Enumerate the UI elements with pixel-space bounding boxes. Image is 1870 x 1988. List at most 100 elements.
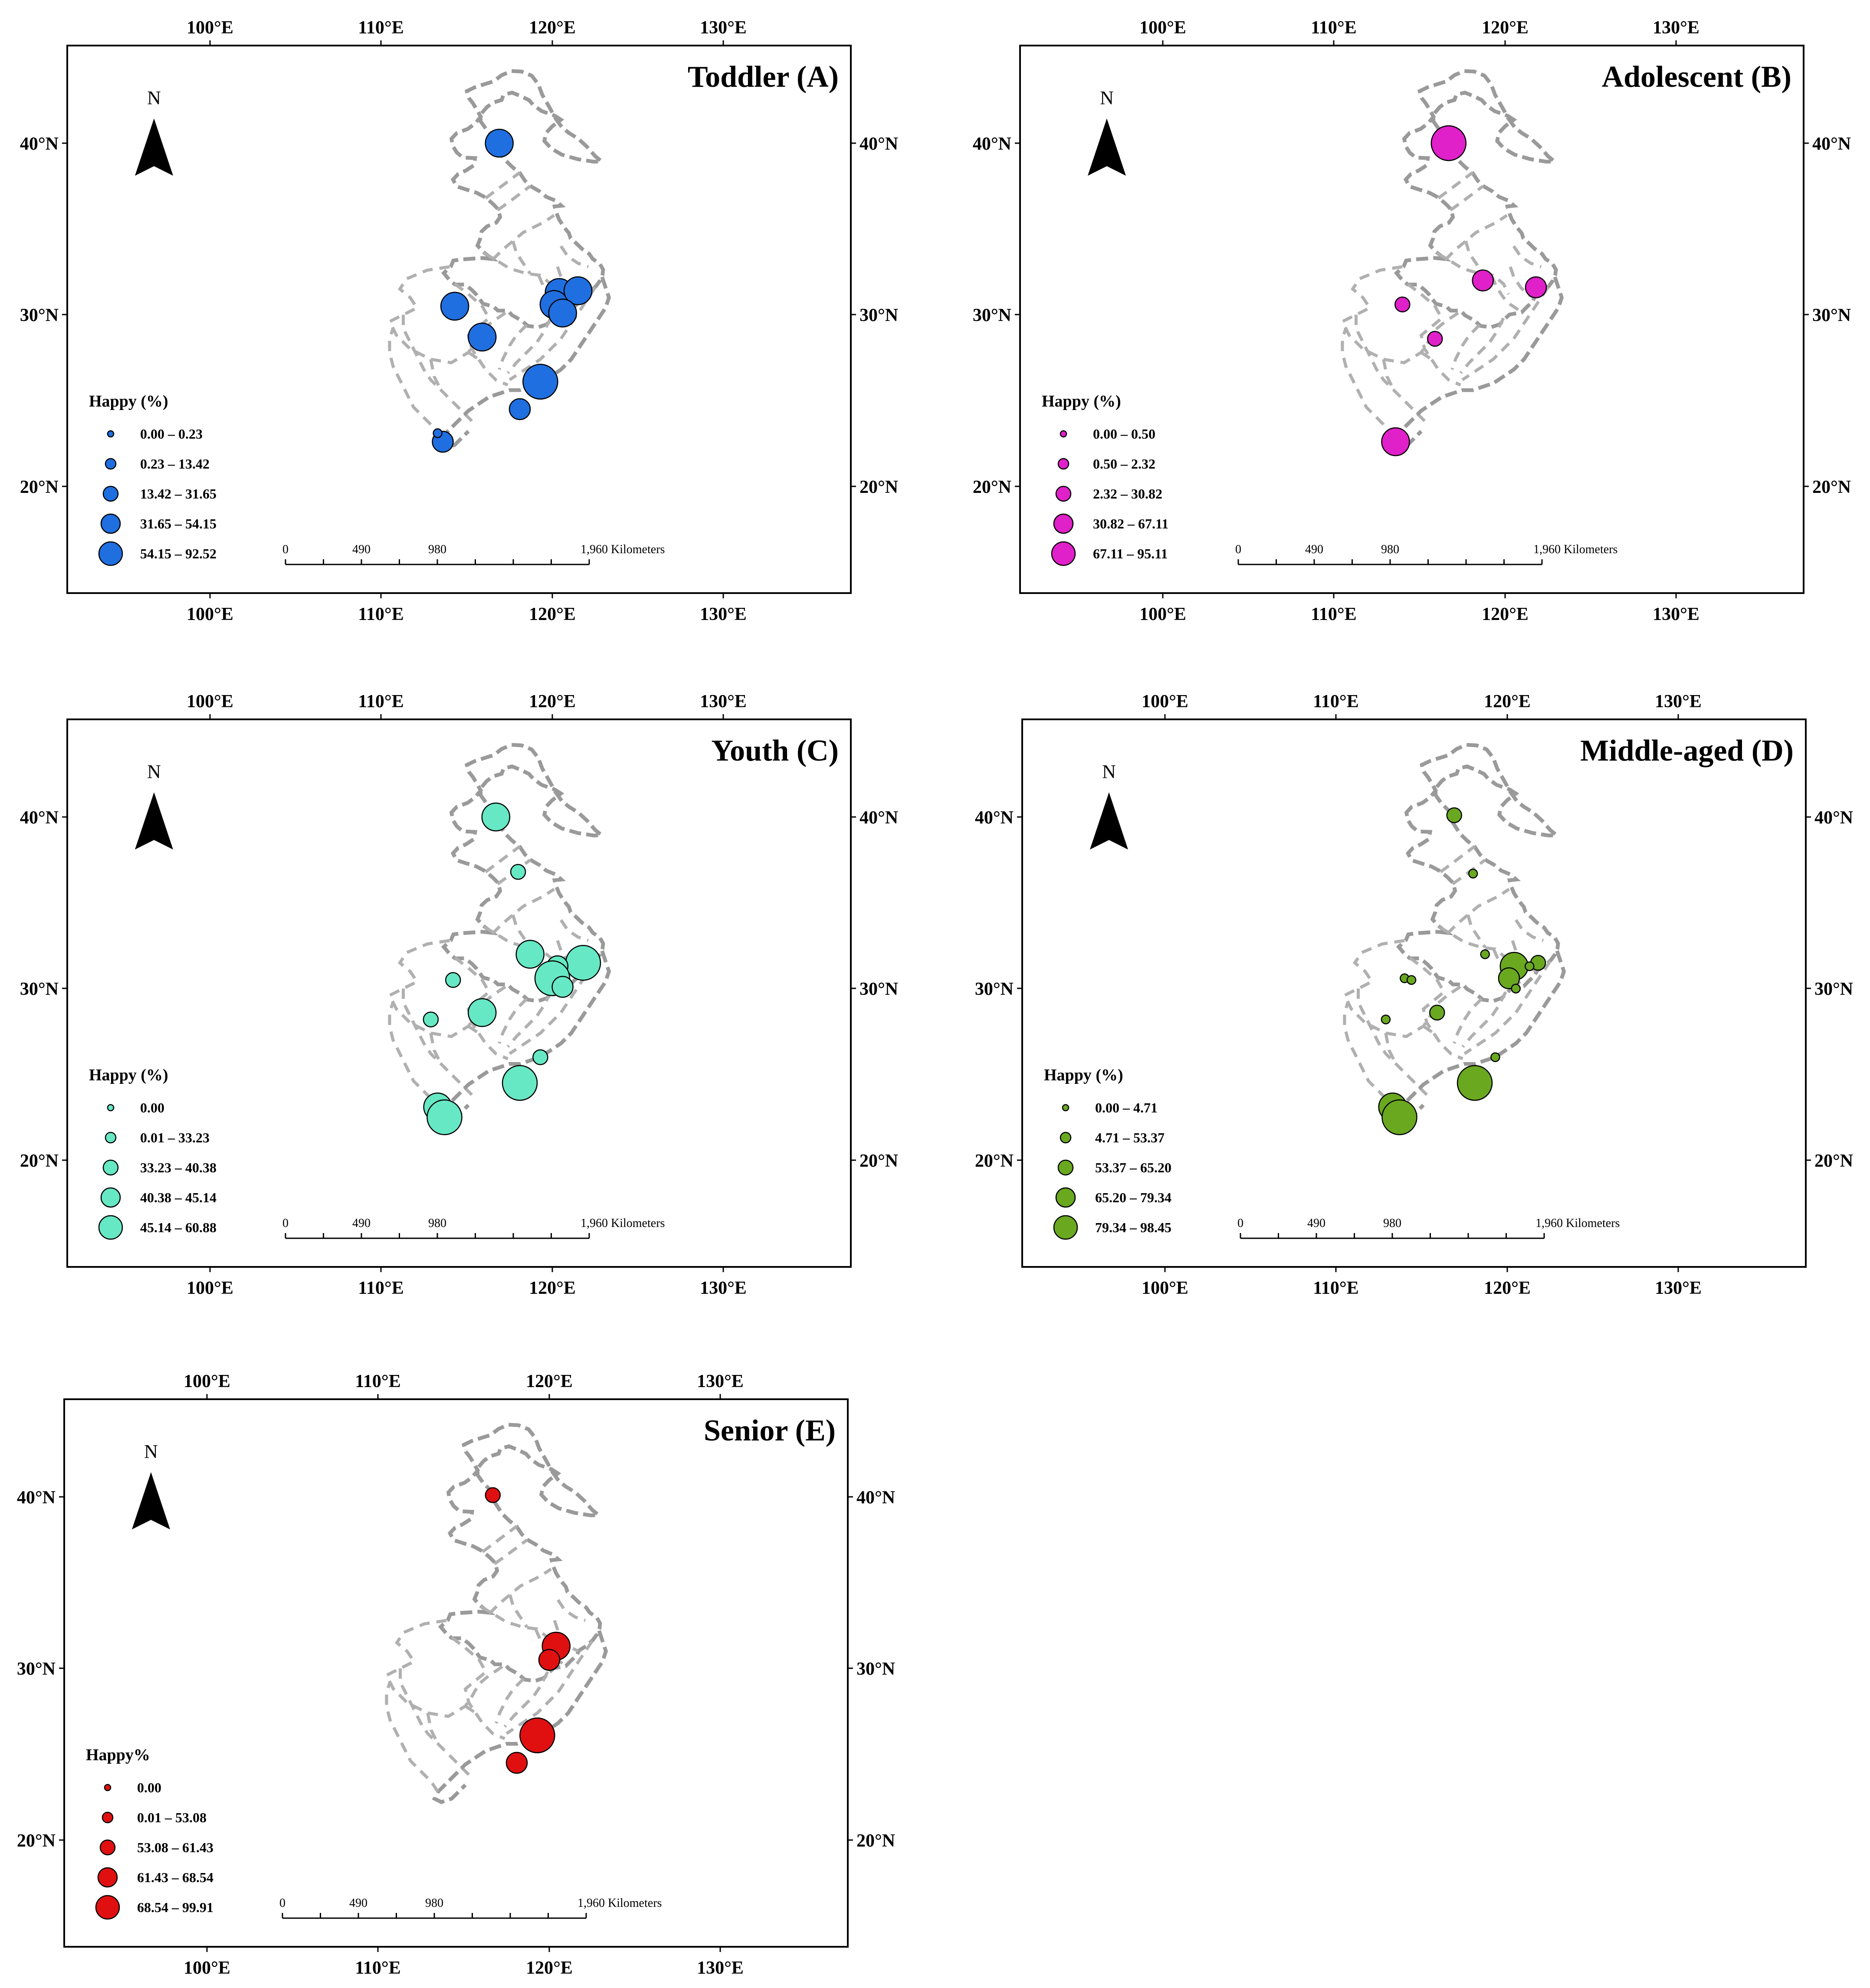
legend-label: 65.20 – 79.34 (1095, 1190, 1171, 1205)
lat-label-right: 40°N (856, 1488, 895, 1508)
north-arrow-icon: N (132, 1441, 170, 1529)
scale-bar: 0 490 980 1,960 Kilometers (1235, 543, 1617, 565)
scale-label: 490 (352, 543, 371, 556)
lon-label-bottom: 110°E (355, 1958, 401, 1978)
legend: Happy (%) 0.00 0.01 – 33.23 33.23 – 40.38 40… (89, 1066, 217, 1240)
lon-label-bottom: 110°E (358, 1278, 404, 1298)
legend-label: 2.32 – 30.82 (1093, 486, 1162, 502)
legend-symbol (1053, 1215, 1078, 1240)
lon-label-bottom: 110°E (358, 604, 404, 624)
scale-label: 490 (1307, 1217, 1325, 1230)
lon-label-bottom: 120°E (526, 1958, 573, 1978)
legend-symbol (1057, 458, 1070, 470)
legend-label: 0.23 – 13.42 (140, 456, 210, 472)
data-point (522, 364, 558, 400)
lat-label-left: 40°N (975, 808, 1014, 828)
lon-label-top: 100°E (1142, 692, 1188, 712)
data-point (1498, 967, 1520, 990)
lon-label-top: 110°E (358, 18, 404, 38)
lon-label-top: 130°E (697, 1371, 744, 1391)
lat-label-right: 40°N (1812, 134, 1851, 154)
map-panel-1: 100°E 100°E 110°E 110°E 120°E 120°E 130°E 130°E… (20, 18, 898, 624)
scale-label: 1,960 Kilometers (1533, 543, 1617, 556)
lon-label-bottom: 100°E (1139, 604, 1186, 624)
lon-label-bottom: 110°E (1313, 1278, 1359, 1298)
data-point (1427, 331, 1443, 347)
legend-symbol (1055, 1187, 1076, 1208)
panel-title: Toddler (A) (688, 60, 839, 94)
lat-label-left: 20°N (20, 1151, 59, 1171)
legend-symbol (107, 430, 115, 438)
scale-bar: 0 490 980 1,960 Kilometers (1237, 1217, 1620, 1239)
scale-label: 0 (1235, 543, 1241, 556)
lon-label-bottom: 120°E (1482, 604, 1529, 624)
lon-label-top: 120°E (529, 18, 576, 38)
lon-label-top: 110°E (355, 1371, 401, 1391)
legend-label: 67.11 – 95.11 (1093, 546, 1168, 561)
legend-symbol (102, 1811, 114, 1824)
data-point (1446, 807, 1462, 823)
scale-label: 980 (428, 1217, 446, 1230)
legend-symbol (102, 486, 119, 502)
lat-label-left: 30°N (973, 305, 1011, 325)
scale-label: 0 (282, 1217, 289, 1230)
data-point (440, 292, 469, 321)
lat-label-left: 30°N (20, 305, 59, 325)
data-point (1381, 1099, 1417, 1135)
legend-symbol (1057, 1159, 1074, 1176)
lon-label-bottom: 120°E (1484, 1278, 1531, 1298)
legend-label: 0.50 – 2.32 (1093, 456, 1155, 472)
legend-symbol (95, 1895, 120, 1920)
legend-symbol (98, 1215, 123, 1240)
north-arrow-icon: N (1088, 87, 1126, 176)
panels: 100°E 100°E 110°E 110°E 120°E 120°E 130°E 130°E… (17, 18, 1853, 1978)
legend-title: Happy (%) (89, 392, 168, 410)
scale-label: 0 (279, 1896, 285, 1910)
legend-symbol (97, 1867, 118, 1888)
scale-label: 980 (425, 1896, 443, 1910)
data-point (1429, 1004, 1445, 1021)
region-outline (1345, 745, 1564, 1122)
data-point (485, 1487, 501, 1503)
north-label: N (1100, 87, 1114, 108)
legend-label: 53.37 – 65.20 (1095, 1160, 1171, 1175)
data-point (445, 972, 461, 988)
data-point (423, 1011, 439, 1027)
legend-label: 0.00 (137, 1780, 161, 1795)
legend-symbol (98, 541, 123, 566)
data-point (565, 945, 601, 981)
north-label: N (147, 87, 161, 108)
lon-label-bottom: 110°E (1311, 604, 1357, 624)
data-point (510, 864, 526, 880)
data-point (551, 976, 574, 998)
data-point (1472, 269, 1494, 292)
lon-label-top: 100°E (184, 1371, 230, 1391)
data-point (1430, 125, 1467, 161)
north-arrow-icon: N (135, 87, 173, 176)
lon-label-bottom: 100°E (184, 1958, 230, 1978)
lon-label-top: 100°E (187, 692, 233, 712)
legend-symbol (100, 513, 121, 534)
data-point (509, 398, 531, 420)
legend-symbol (1053, 513, 1074, 534)
legend-title: Happy (%) (1044, 1066, 1123, 1084)
lon-label-top: 130°E (1653, 18, 1699, 38)
lon-label-top: 130°E (1655, 692, 1702, 712)
lon-label-bottom: 130°E (1653, 604, 1699, 624)
scale-label: 490 (352, 1217, 371, 1230)
data-point (468, 322, 497, 352)
data-point (1490, 1052, 1500, 1062)
panel-title: Senior (E) (704, 1414, 836, 1447)
data-point (481, 802, 511, 832)
region-outline (387, 1425, 606, 1802)
data-point (1480, 949, 1490, 959)
legend: Happy (%) 0.00 – 0.50 0.50 – 2.32 2.32 – 30… (1042, 392, 1168, 566)
data-point (1381, 427, 1410, 456)
legend-label: 53.08 – 61.43 (137, 1840, 213, 1855)
scale-label: 0 (282, 543, 289, 556)
legend-label: 0.00 – 0.23 (140, 426, 203, 442)
scale-bar: 0 490 980 1,960 Kilometers (279, 1896, 662, 1919)
lat-label-left: 20°N (20, 477, 59, 497)
map-panel-3: 100°E 100°E 110°E 110°E 120°E 120°E 130°E 130°E… (20, 692, 898, 1298)
